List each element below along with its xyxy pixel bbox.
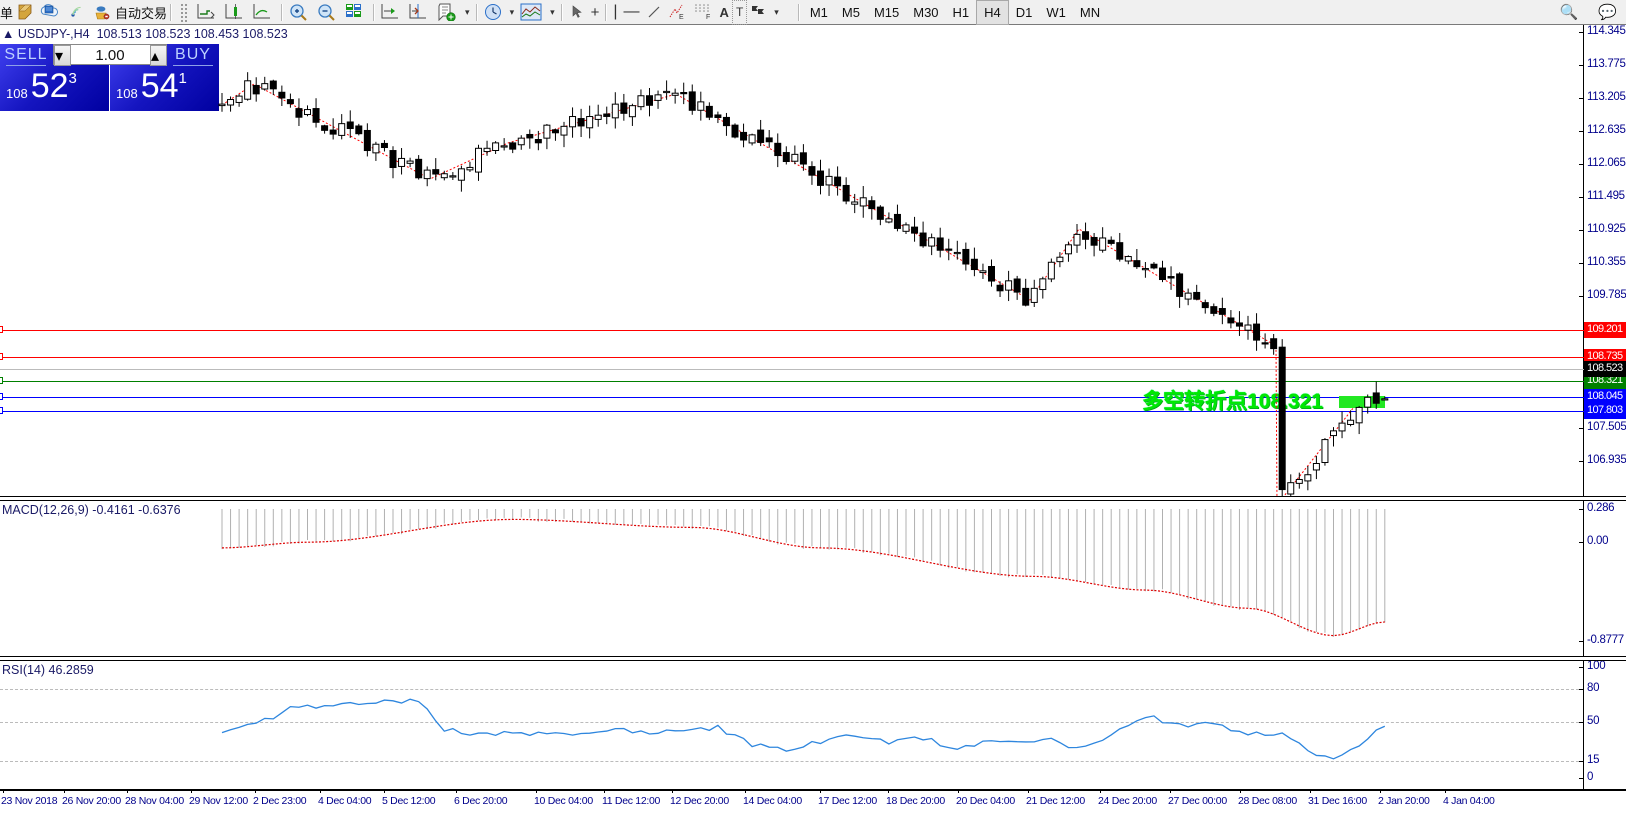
svg-text:E: E bbox=[679, 14, 684, 21]
svg-text:F: F bbox=[706, 14, 710, 21]
